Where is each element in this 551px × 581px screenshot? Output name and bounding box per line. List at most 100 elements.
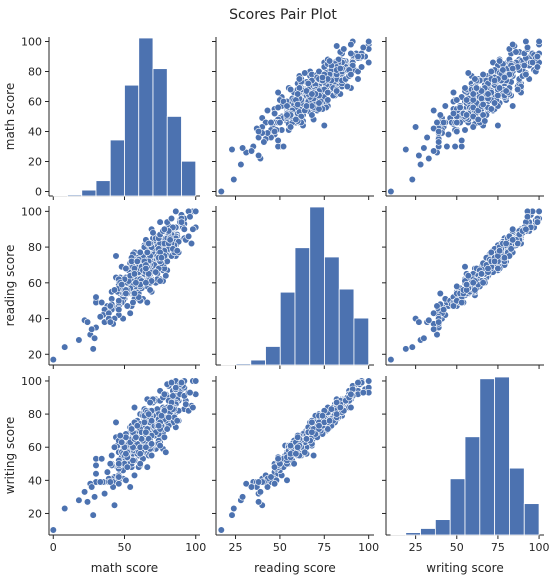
scatter-point	[230, 175, 238, 184]
scatter-point	[308, 428, 316, 436]
scatter-point	[494, 264, 502, 273]
scatter-point	[477, 270, 486, 278]
scatter-point	[412, 123, 420, 131]
scatter-point	[294, 433, 302, 441]
histogram-bar	[152, 68, 168, 197]
scatter-point	[347, 390, 355, 398]
scatter-point	[146, 286, 154, 294]
scatter-point	[92, 293, 100, 301]
scatter-point	[146, 398, 154, 407]
scatter-point	[173, 417, 181, 425]
scatter-point	[217, 526, 225, 534]
scatter-point	[133, 257, 141, 266]
scatter-point	[89, 511, 97, 519]
scatter-point	[308, 111, 316, 119]
y-tick-label: 40	[28, 126, 42, 139]
scatter-point	[533, 218, 542, 226]
scatter-point	[242, 480, 250, 488]
x-tick-label: 50	[273, 541, 287, 554]
histogram-bar	[324, 256, 340, 366]
scatter-point	[415, 151, 423, 160]
scatter-point	[143, 298, 151, 307]
scatter-point	[458, 298, 466, 307]
scatter-point	[136, 248, 144, 256]
panels-group: 0 20 40 60 80 100 20 40 60 80 100 0 50 100 20 40 60 80 100…	[21, 36, 550, 555]
scatter-point	[126, 309, 134, 317]
scatter-point	[436, 111, 444, 119]
scatter-point	[136, 450, 144, 458]
scatter-point	[302, 102, 311, 110]
scatter-point	[130, 471, 139, 480]
scatter-point	[453, 127, 461, 136]
scatter-point	[217, 187, 225, 196]
scatter-point	[354, 379, 362, 387]
histogram-bar	[95, 180, 111, 197]
scatter-point	[123, 302, 131, 310]
scatter-point	[512, 48, 520, 56]
scatter-point	[49, 356, 57, 364]
scatter-point	[255, 478, 263, 486]
scatter-point	[387, 187, 395, 196]
scatter-point	[192, 377, 200, 385]
panel-math-score-vs-math-score: 0 20 40 60 80 100	[21, 36, 200, 200]
histogram-bar	[338, 288, 355, 366]
y-tick-label: 100	[21, 205, 42, 218]
scatter-point	[294, 90, 302, 98]
scatter-point	[514, 85, 522, 94]
scatter-point	[228, 145, 236, 154]
scatter-point	[287, 442, 295, 450]
scatter-point	[453, 96, 461, 104]
scatter-point	[163, 425, 171, 433]
scatter-point	[461, 84, 469, 92]
scatter-point	[294, 100, 302, 109]
scatter-point	[343, 82, 352, 91]
y-tick-label: 80	[28, 66, 42, 79]
scatter-point	[315, 105, 323, 113]
histogram-bar	[294, 247, 311, 366]
scatter-point	[491, 99, 499, 107]
scatter-point	[436, 289, 444, 298]
scatter-point	[167, 214, 176, 223]
y-tick-label: 60	[28, 96, 42, 109]
scatter-point	[123, 463, 131, 471]
scatter-point	[333, 42, 341, 50]
scatter-point	[301, 448, 309, 456]
x-tick-label: 0	[50, 541, 57, 554]
scatter-point	[75, 336, 83, 344]
scatter-point	[301, 69, 309, 77]
panel-reading-score-vs-math-score: 20 40 60 80 100	[21, 205, 200, 369]
scatter-point	[122, 450, 130, 458]
scatter-point	[83, 318, 92, 326]
scatter-point	[443, 142, 451, 151]
scatter-point	[239, 144, 247, 152]
scatter-point	[230, 504, 238, 513]
scatter-point	[106, 302, 114, 310]
scatter-point	[347, 40, 355, 49]
scatter-point	[449, 109, 458, 118]
histogram-bar	[494, 376, 510, 536]
histogram-bar	[279, 291, 296, 366]
scatter-point	[533, 52, 542, 61]
scatter-point	[502, 87, 510, 95]
scatter-point	[132, 433, 140, 441]
scatter-point	[157, 412, 166, 420]
scatter-point	[145, 410, 153, 418]
scatter-point	[274, 103, 282, 112]
scatter-point	[255, 151, 263, 160]
scatter-point	[435, 127, 443, 136]
histogram-bar	[434, 519, 451, 536]
scatter-point	[308, 90, 316, 98]
scatter-point	[324, 88, 332, 97]
scatter-point	[260, 138, 268, 146]
scatter-point	[354, 75, 362, 83]
scatter-point	[324, 96, 332, 104]
scatter-point	[420, 334, 428, 342]
scatter-point	[148, 440, 156, 448]
y-tick-label: 100	[21, 36, 42, 49]
scatter-point	[451, 142, 459, 151]
scatter-point	[295, 84, 304, 92]
x-tick-label: 75	[317, 541, 331, 554]
scatter-point	[479, 279, 487, 287]
scatter-point	[182, 400, 190, 408]
scatter-point	[136, 460, 144, 468]
